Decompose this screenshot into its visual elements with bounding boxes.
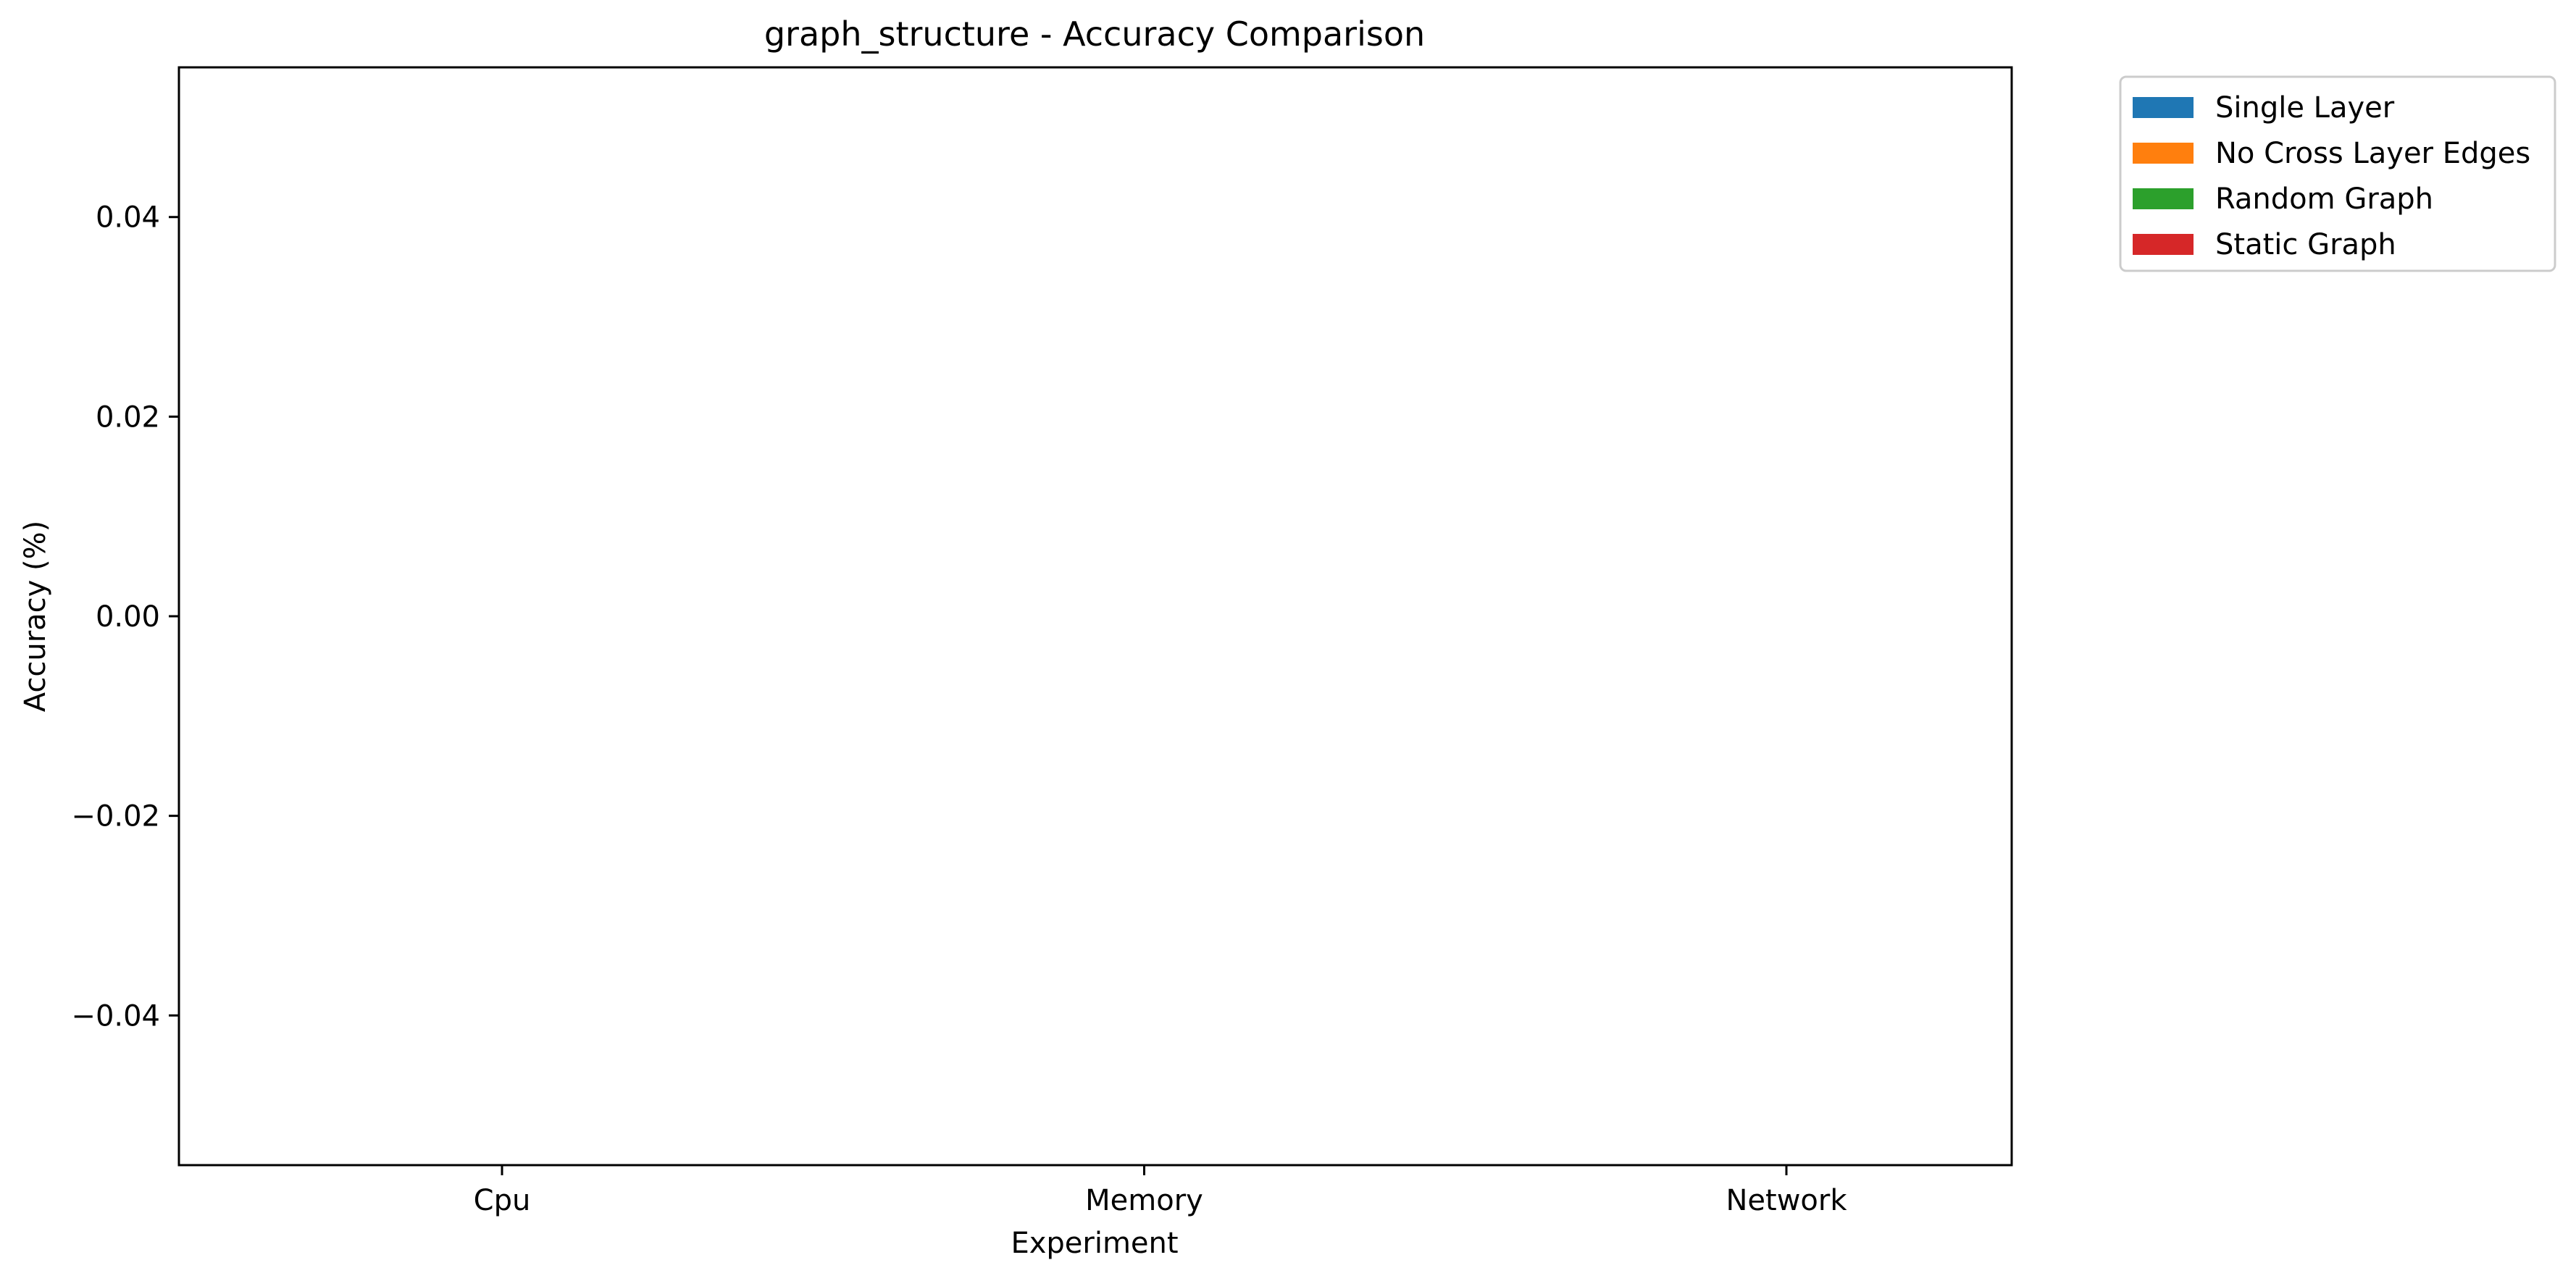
legend-swatch <box>2133 188 2194 209</box>
legend-label: Static Graph <box>2215 228 2396 261</box>
legend-swatch <box>2133 234 2194 255</box>
chart-title: graph_structure - Accuracy Comparison <box>764 14 1425 54</box>
y-tick-label: −0.02 <box>71 800 160 833</box>
y-axis: −0.04 −0.02 0.00 0.02 0.04 <box>71 201 179 1033</box>
legend-label: No Cross Layer Edges <box>2215 137 2530 170</box>
x-tick-label: Network <box>1726 1184 1847 1217</box>
legend-label: Single Layer <box>2215 91 2395 125</box>
legend-frame <box>2119 75 2556 272</box>
legend: Single Layer No Cross Layer Edges Random G… <box>2119 75 2556 272</box>
legend-swatch <box>2133 143 2194 164</box>
x-axis-label: Experiment <box>1011 1227 1178 1260</box>
y-axis-label: Accuracy (%) <box>19 521 52 713</box>
x-tick-label: Memory <box>1085 1184 1203 1217</box>
y-tick-label: 0.00 <box>96 600 160 634</box>
y-tick-label: 0.04 <box>96 201 160 235</box>
x-axis: Cpu Memory Network <box>474 1165 1847 1217</box>
y-tick-label: 0.02 <box>96 400 160 434</box>
legend-items: Single Layer No Cross Layer Edges Random G… <box>2133 91 2530 261</box>
legend-label: Random Graph <box>2215 182 2433 216</box>
y-tick-label: −0.04 <box>71 999 160 1033</box>
plot-frame <box>177 66 2013 1167</box>
legend-swatch <box>2133 97 2194 118</box>
x-tick-label: Cpu <box>474 1184 531 1217</box>
